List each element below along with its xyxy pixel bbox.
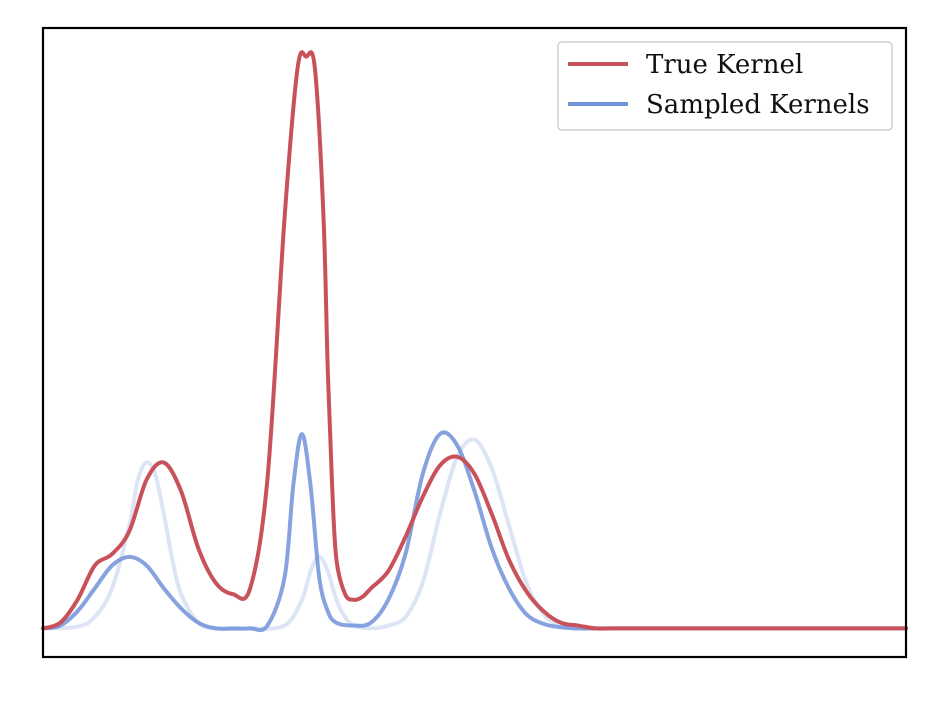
legend-label-true-kernel: True Kernel [646, 50, 803, 80]
plot-background [43, 28, 906, 657]
legend: True Kernel Sampled Kernels [557, 41, 893, 131]
series-layer [41, 50, 908, 633]
series-line-sampled-kernel-faint [41, 437, 908, 631]
series-line-sampled-kernels [41, 430, 908, 633]
legend-label-sampled-kernels: Sampled Kernels [646, 90, 870, 120]
series-line-true-kernel [41, 50, 908, 631]
legend-box [557, 41, 893, 131]
plot-frame [41, 26, 908, 659]
